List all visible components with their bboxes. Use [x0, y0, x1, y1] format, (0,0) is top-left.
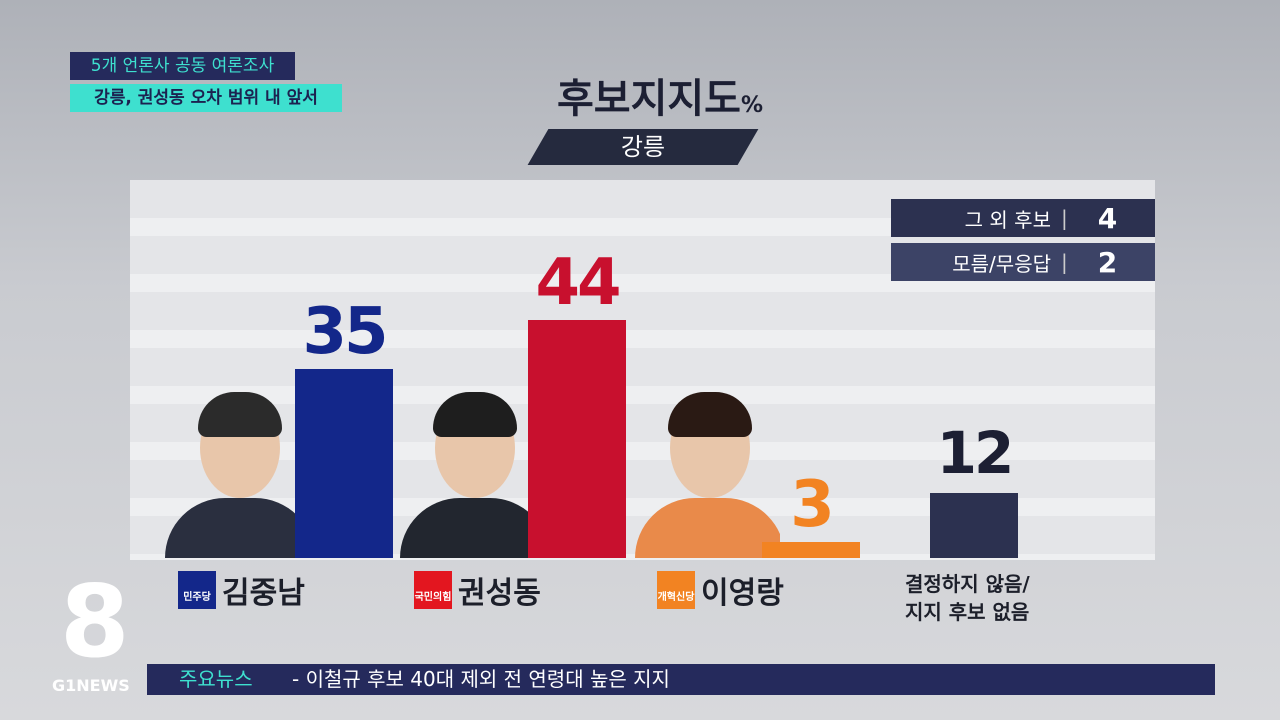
candidate-label: 국민의힘 권성동 — [414, 568, 541, 612]
extra-label: 그 외 후보 — [964, 207, 1051, 232]
extra-row: 모름/무응답 | 2 — [891, 243, 1155, 281]
headline-tag: 5개 언론사 공동 여론조사 — [70, 52, 295, 80]
party-logo: 민주당 — [178, 571, 216, 609]
candidate-name: 이영랑 — [701, 576, 784, 611]
extra-value: 2 — [1097, 245, 1118, 279]
bar-value-label: 44 — [535, 246, 621, 321]
bar-value-label: 12 — [936, 419, 1015, 488]
channel-name: G1NEWS — [52, 676, 130, 695]
title-text: 후보지지도 — [556, 76, 741, 122]
bar-2 — [762, 541, 860, 558]
extra-row: 그 외 후보 | 4 — [891, 199, 1155, 237]
bar-1 — [528, 320, 626, 558]
unit-text: % — [740, 93, 764, 118]
extra-label: 모름/무응답 — [952, 251, 1051, 276]
region-text: 강릉 — [620, 133, 666, 161]
chart-title: 후보지지도% — [530, 66, 790, 124]
extra-value: 4 — [1097, 201, 1118, 235]
ticker-text: - 이철규 후보 40대 제외 전 연령대 높은 지지 — [292, 667, 670, 691]
bar-value-label: 35 — [302, 295, 388, 369]
candidate-label: 민주당 김중남 — [178, 568, 305, 612]
ticker-label: 주요뉴스 — [179, 667, 253, 691]
candidate-name: 권성동 — [458, 576, 541, 611]
headline-subtitle: 강릉, 권성동 오차 범위 내 앞서 — [70, 84, 342, 112]
party-logo: 국민의힘 — [414, 571, 452, 609]
candidate-photo — [160, 388, 310, 558]
candidate-label: 개혁신당 이영랑 — [657, 568, 784, 612]
bar-0 — [295, 369, 393, 558]
candidate-name: 김중남 — [222, 576, 305, 611]
channel-logo: 8 — [60, 563, 130, 680]
bar-value-label: 3 — [790, 467, 835, 542]
news-ticker: 주요뉴스 - 이철규 후보 40대 제외 전 연령대 높은 지지 — [147, 664, 1215, 695]
region-badge: 강릉 — [527, 129, 759, 165]
party-logo: 개혁신당 — [657, 571, 695, 609]
candidate-photo — [395, 388, 545, 558]
bar-3 — [930, 493, 1018, 558]
undecided-label: 결정하지 않음/ 지지 후보 없음 — [905, 572, 1030, 624]
candidate-photo — [630, 388, 780, 558]
